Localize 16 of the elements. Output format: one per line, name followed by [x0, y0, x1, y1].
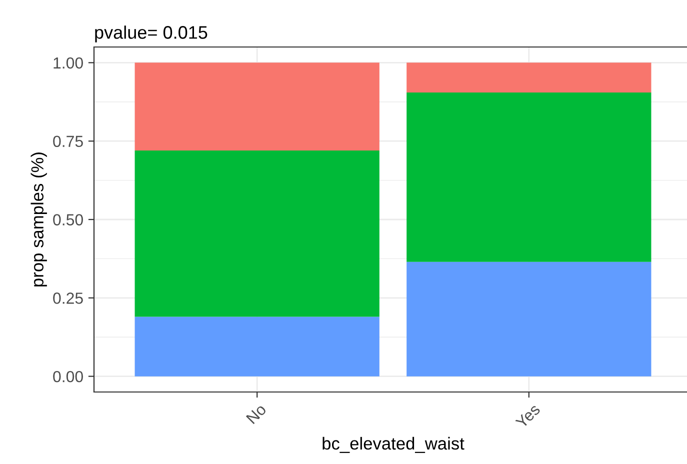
bar [134, 150, 380, 317]
bar [406, 92, 652, 262]
y-tick-label: 0.50 [53, 214, 83, 226]
bar [406, 262, 652, 376]
y-axis-title: prop samples (%) [30, 152, 47, 286]
y-tick-label: 0.75 [53, 136, 83, 148]
y-tick-label: 0.25 [53, 292, 83, 304]
bar [134, 62, 380, 150]
y-tick-label: 0.00 [53, 370, 83, 382]
bar [406, 62, 652, 92]
x-tick-label: Yes [515, 403, 541, 429]
x-axis-title: bc_elevated_waist [322, 436, 464, 453]
bar [134, 316, 380, 376]
x-tick-label: No [246, 403, 267, 424]
y-tick-label: 1.00 [54, 57, 83, 69]
chart-title: pvalue= 0.015 [95, 26, 208, 42]
